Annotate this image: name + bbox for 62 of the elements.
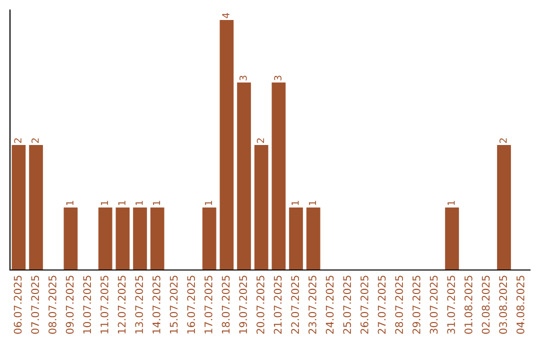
bar [98, 208, 112, 270]
data-label: 2 [14, 138, 22, 143]
bar [116, 208, 130, 270]
x-tick-label: 18.07.2025 [222, 276, 230, 334]
x-tick-label: 17.07.2025 [204, 276, 212, 334]
x-tick-label: 13.07.2025 [135, 276, 144, 334]
data-label: 2 [256, 138, 264, 143]
data-label: 1 [100, 200, 108, 206]
data-label: 2 [499, 138, 507, 143]
data-label: 1 [136, 200, 143, 206]
data-label: 4 [222, 12, 230, 18]
bar [272, 82, 286, 270]
bar [497, 145, 511, 270]
x-tick-label: 03.08.2025 [499, 276, 508, 334]
bar [133, 208, 147, 270]
bar [237, 82, 251, 270]
x-tick-label: 30.07.2025 [430, 276, 438, 334]
bar [64, 208, 78, 270]
x-tick-label: 23.07.2025 [308, 276, 316, 334]
data-label: 1 [448, 200, 455, 206]
x-tick-label: 25.07.2025 [343, 276, 352, 334]
bar [445, 208, 459, 270]
x-tick-label: 02.08.2025 [482, 276, 490, 334]
bar [254, 145, 268, 270]
x-tick-label: 15.07.2025 [170, 276, 178, 334]
bar [289, 208, 303, 270]
data-label: 2 [31, 138, 39, 143]
x-tick-label: 06.07.2025 [14, 276, 22, 334]
x-tick-label: 29.07.2025 [412, 276, 420, 334]
x-tick-label: 21.07.2025 [274, 276, 282, 334]
x-tick-label: 24.07.2025 [326, 276, 334, 334]
x-tick-label: 14.07.2025 [152, 276, 160, 334]
bar [220, 20, 234, 270]
x-tick-label: 10.07.2025 [83, 276, 92, 334]
x-tick-label: 09.07.2025 [66, 276, 74, 334]
x-tick-label: 04.08.2025 [516, 276, 524, 334]
bar [12, 145, 26, 270]
bar [29, 145, 43, 270]
x-tick-label: 12.07.2025 [118, 276, 126, 334]
data-label: 3 [274, 76, 282, 80]
data-label: 1 [66, 200, 74, 206]
data-label: 3 [239, 76, 247, 80]
x-tick-label: 31.07.2025 [447, 276, 456, 334]
x-tick-label: 16.07.2025 [187, 276, 196, 334]
data-label: 1 [204, 200, 212, 206]
data-label: 1 [152, 200, 160, 206]
x-tick-label: 22.07.2025 [291, 276, 300, 334]
data-label: 1 [308, 200, 316, 206]
data-label: 1 [292, 200, 299, 206]
x-tick-label: 28.07.2025 [395, 276, 404, 334]
x-tick-label: 01.08.2025 [464, 276, 472, 334]
x-tick-label: 19.07.2025 [239, 276, 248, 334]
x-tick-label: 07.07.2025 [31, 276, 40, 334]
x-tick-label: 27.07.2025 [378, 276, 386, 334]
x-tick-label: 11.07.2025 [100, 276, 108, 334]
data-label: 1 [118, 200, 126, 206]
bar [150, 208, 164, 270]
bar [306, 208, 320, 270]
x-tick-label: 08.07.2025 [48, 276, 56, 334]
bar [202, 208, 216, 270]
x-tick-label: 26.07.2025 [360, 276, 368, 334]
x-tick-label: 20.07.2025 [256, 276, 264, 334]
